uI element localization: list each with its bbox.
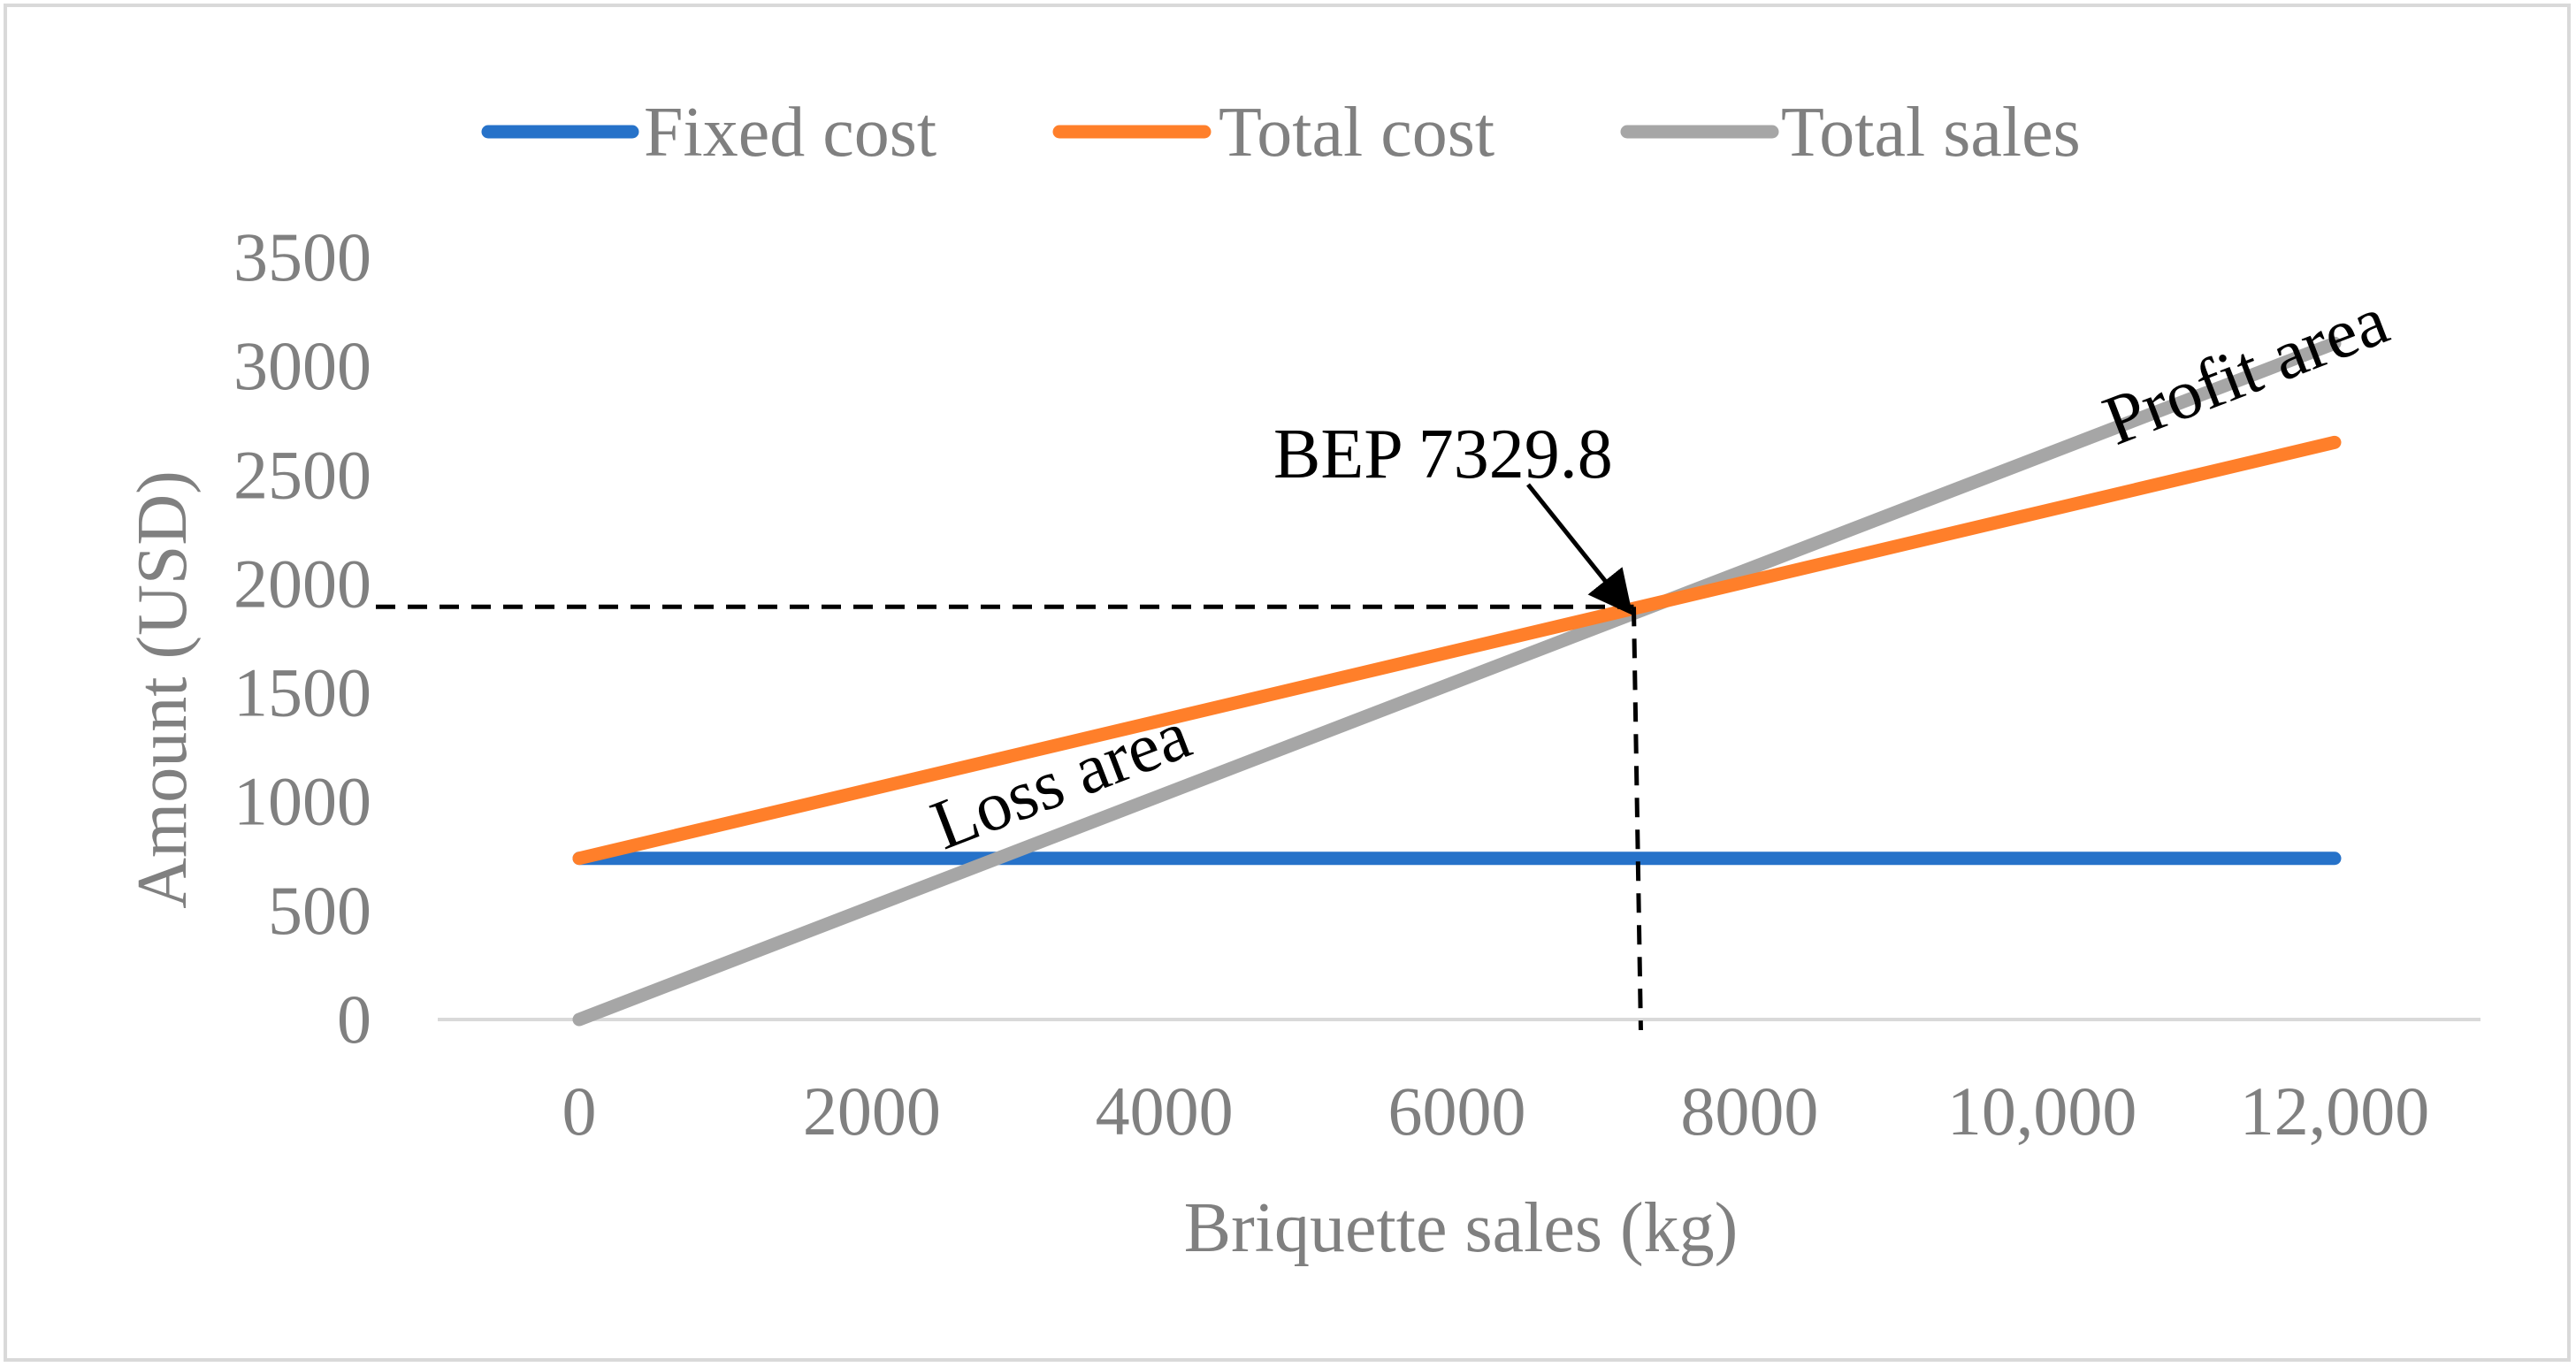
y-tick-label-500: 500 bbox=[268, 872, 371, 949]
y-tick-label-2500: 2500 bbox=[233, 436, 371, 513]
x-tick-label-2000: 2000 bbox=[803, 1073, 941, 1149]
y-tick-label-2000: 2000 bbox=[233, 545, 371, 622]
bep-label: BEP 7329.8 bbox=[1273, 416, 1613, 493]
x-tick-label-6000: 6000 bbox=[1388, 1073, 1526, 1149]
y-tick-label-3000: 3000 bbox=[233, 327, 371, 404]
x-tick-label-8000: 8000 bbox=[1680, 1073, 1818, 1149]
x-tick-label-10000: 10,000 bbox=[1947, 1073, 2137, 1149]
y-tick-label-1000: 1000 bbox=[233, 763, 371, 840]
bep-arrow bbox=[1526, 483, 1633, 615]
x-tick-label-0: 0 bbox=[562, 1073, 597, 1149]
x-tick-label-4000: 4000 bbox=[1096, 1073, 1234, 1149]
legend: Fixed cost Total cost Total sales bbox=[481, 94, 2081, 172]
bep-vertical-guide bbox=[1631, 607, 1643, 1031]
y-tick-label-1500: 1500 bbox=[233, 654, 371, 731]
x-axis-title: Briquette sales (kg) bbox=[1184, 1189, 1738, 1267]
plot-area: 0 500 1000 1500 2000 2500 3000 3500 0 2000 4000 600… bbox=[233, 218, 2480, 1149]
x-tick-label-12000: 12,000 bbox=[2240, 1073, 2430, 1149]
series-line-total-cost bbox=[572, 435, 2342, 866]
y-tick-label-0: 0 bbox=[337, 981, 371, 1058]
series-line-total-sales bbox=[572, 336, 2342, 1027]
legend-label-fixed-cost: Fixed cost bbox=[644, 94, 936, 172]
annotation-profit-area: Profit area bbox=[2093, 281, 2398, 461]
y-axis-title: Amount (USD) bbox=[124, 470, 202, 909]
legend-label-total-sales: Total sales bbox=[1781, 94, 2081, 172]
legend-label-total-cost: Total cost bbox=[1219, 94, 1494, 172]
chart-frame bbox=[4, 4, 2571, 1362]
y-tick-label-3500: 3500 bbox=[233, 218, 371, 295]
